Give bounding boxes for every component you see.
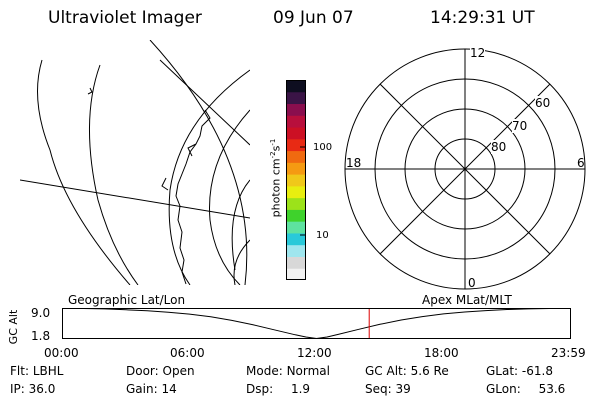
status-filter: Flt: LBHL xyxy=(10,364,64,378)
colorbar-cell xyxy=(286,174,306,187)
status-door: Door: Open xyxy=(126,364,195,378)
coastline xyxy=(175,109,211,285)
timeline-xtick: 23:59 xyxy=(551,346,586,360)
colorbar-cell xyxy=(286,103,306,116)
colorbar-unit-label: photon cm-2s-1 xyxy=(269,138,283,218)
colorbar-cell xyxy=(286,209,306,222)
status-seq: Seq: 39 xyxy=(365,382,411,396)
colorbar-cell xyxy=(286,80,306,93)
timeline-ytick-top: 9.0 xyxy=(31,306,51,320)
mlat-label-70: 70 xyxy=(512,119,528,133)
colorbar xyxy=(286,80,306,280)
mlat-label-80: 80 xyxy=(491,140,507,154)
status-ip: IP: 36.0 xyxy=(10,382,56,396)
polar-dial xyxy=(344,48,586,290)
colorbar-cell xyxy=(286,221,306,234)
colorbar-cell xyxy=(286,115,306,128)
timeline-xtick: 00:00 xyxy=(44,346,79,360)
timeline-xtick: 12:00 xyxy=(297,346,332,360)
status-glon: GLon: 53.6 xyxy=(486,382,566,396)
timeline-plot xyxy=(62,308,571,340)
colorbar-cell xyxy=(286,127,306,140)
map-grid-arc xyxy=(233,239,250,285)
colorbar-cell xyxy=(286,185,306,199)
geographic-map xyxy=(20,40,250,285)
map-grid-arc xyxy=(168,69,250,285)
map-grid-arc xyxy=(231,179,250,271)
mlt-label-0: 0 xyxy=(468,276,476,290)
timeline-xtick: 18:00 xyxy=(424,346,459,360)
instrument-title: Ultraviolet Imager xyxy=(48,8,202,28)
mlt-label-6: 6 xyxy=(577,156,585,170)
colorbar-cell xyxy=(286,150,306,163)
timeline-left-label: Geographic Lat/Lon xyxy=(68,293,186,307)
timeline-right-label: Apex MLat/MLT xyxy=(422,293,512,307)
colorbar-cell xyxy=(286,268,306,280)
status-mode: Mode: Normal xyxy=(246,364,330,378)
colorbar-cell xyxy=(286,256,306,269)
colorbar-cell xyxy=(286,138,306,152)
timeline-ylabel: GC Alt xyxy=(7,309,20,345)
timeline-ytick-bottom: 1.8 xyxy=(31,329,51,343)
timeline-xtick: 06:00 xyxy=(170,346,205,360)
colorbar-tick-100: 100 xyxy=(313,142,333,153)
time-label: 14:29:31 UT xyxy=(430,8,535,28)
map-grid-line xyxy=(20,179,250,219)
date-label: 09 Jun 07 xyxy=(273,8,354,28)
colorbar-cell xyxy=(286,232,306,246)
colorbar-cell xyxy=(286,91,306,105)
map-grid-arc xyxy=(89,64,139,285)
status-gc-alt: GC Alt: 5.6 Re xyxy=(365,364,449,378)
mlt-label-18: 18 xyxy=(346,156,362,170)
status-dsp: Dsp: 1.9 xyxy=(246,382,311,396)
mlt-label-12: 12 xyxy=(470,46,486,60)
status-gain: Gain: 14 xyxy=(126,382,177,396)
colorbar-cell xyxy=(286,162,306,175)
map-grid-arc xyxy=(149,40,248,285)
colorbar-cell xyxy=(286,244,306,257)
colorbar-cell xyxy=(286,197,306,210)
mlat-label-60: 60 xyxy=(535,96,551,110)
gc-alt-series-line xyxy=(62,308,571,340)
status-glat: GLat: -61.8 xyxy=(486,364,553,378)
coastline xyxy=(161,177,169,191)
map-grid-line xyxy=(159,59,250,146)
mlt-line-diagonal xyxy=(379,83,551,255)
map-grid-arc xyxy=(209,109,250,285)
map-grid-arc xyxy=(37,59,131,285)
colorbar-tick-10: 10 xyxy=(316,230,329,241)
coastline xyxy=(87,87,93,95)
coastline xyxy=(187,143,197,157)
